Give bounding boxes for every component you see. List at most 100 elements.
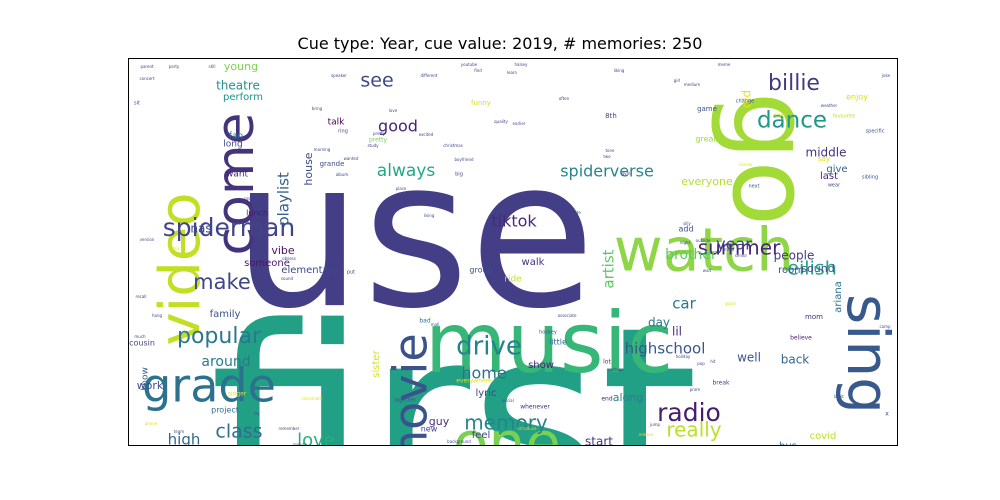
word-love: love — [297, 430, 335, 445]
word-ariana: ariana — [833, 281, 844, 313]
word-name: name — [415, 190, 427, 195]
word-always: always — [377, 161, 436, 181]
word-music: music — [425, 294, 673, 392]
word-great: great — [695, 135, 716, 144]
word-young: young — [224, 60, 258, 73]
word-phone: phone — [145, 421, 158, 426]
word-recall: recall — [136, 294, 147, 299]
word-weather: weather — [821, 103, 838, 108]
word-version: version — [140, 237, 155, 242]
word-last: last — [820, 171, 838, 182]
word-brother: brother — [665, 247, 717, 263]
word-break: break — [713, 380, 731, 387]
word-good: good — [378, 117, 418, 136]
word-8th: 8th — [605, 112, 617, 120]
word-sound: sound — [801, 262, 834, 275]
word-cousin: cousin — [129, 339, 155, 348]
word-highschool: highschool — [625, 340, 706, 358]
word-two: two — [603, 154, 611, 159]
word-walk: walk — [522, 257, 545, 268]
word-team: team — [174, 429, 184, 434]
word-along: along — [613, 391, 643, 404]
word-joke: joke — [881, 73, 891, 78]
word-watch: watch — [614, 216, 794, 286]
word-put: put — [347, 270, 355, 276]
word-prom: prom — [690, 387, 701, 392]
word-wait: wait — [703, 268, 712, 273]
word-everywhere: everywhere — [456, 378, 492, 385]
word-place: place — [396, 186, 407, 191]
word-popular: popular — [177, 324, 262, 349]
word-x: x — [885, 411, 889, 418]
word-catchy: catchy — [254, 230, 268, 235]
word-outside: outside — [696, 238, 711, 243]
word-much: much — [134, 334, 146, 339]
word-work: work — [137, 379, 164, 392]
word-nas: nas — [190, 222, 211, 236]
word-different: different — [421, 73, 438, 78]
word-drive: drive — [456, 332, 522, 362]
word-room: room — [778, 265, 804, 276]
word-vibe: vibe — [271, 244, 295, 257]
word-home: home — [461, 364, 506, 383]
word-day: day — [648, 316, 670, 330]
word-blast: blast — [834, 394, 844, 399]
word-youtube: youtube — [461, 62, 478, 67]
word-gym: gym — [622, 171, 631, 176]
word-probably: probably — [244, 196, 262, 201]
word-hang: hang — [152, 313, 163, 318]
word-ride: ride — [504, 275, 522, 285]
word-girl: girl — [674, 78, 680, 83]
word-favourite: favourite — [833, 114, 856, 120]
word-remix: remix — [168, 246, 180, 251]
word-eilish: eilish — [787, 258, 836, 280]
word-sister: sister — [371, 349, 382, 377]
word-pretty: pretty — [373, 131, 386, 136]
word-group: group — [469, 266, 492, 275]
word-radio: radio — [657, 398, 721, 427]
word-tone: tone — [605, 148, 615, 153]
word-night: night — [680, 240, 691, 245]
word-find: find — [474, 68, 482, 73]
word-mall: mall — [431, 322, 440, 327]
word-start: start — [585, 435, 613, 446]
word-party: party — [169, 64, 180, 69]
word-study: study — [367, 143, 379, 148]
word-well: well — [737, 351, 761, 365]
word-try: try — [254, 411, 260, 416]
word-love: love — [389, 108, 398, 113]
word-good: good — [725, 301, 735, 306]
word-background: background — [447, 439, 471, 444]
word-mom: mom — [805, 313, 823, 321]
word-sing: sing — [834, 294, 897, 414]
word-dance: dance — [757, 108, 827, 134]
word-medium: medium — [684, 82, 701, 87]
word-make: make — [193, 270, 251, 294]
word-know: know — [141, 367, 151, 391]
word-go: go — [708, 92, 833, 227]
word-jump: jump — [649, 422, 661, 427]
word-one: one — [453, 409, 561, 445]
word-come: come — [206, 112, 266, 255]
word-artist: artist — [600, 249, 618, 288]
word-excited: excited — [419, 132, 434, 137]
word-add: add — [678, 225, 693, 234]
word-high: high — [168, 431, 201, 446]
word-project: project — [211, 406, 239, 415]
word-album: album — [336, 172, 349, 177]
word-movie: movie — [384, 333, 438, 445]
word-hockey: hockey — [539, 330, 557, 336]
word-silly: silly — [683, 221, 691, 226]
word-use: use — [233, 116, 596, 354]
word-really: really — [666, 418, 721, 442]
word-end: end — [601, 396, 612, 403]
word-wanted: wanted — [344, 156, 359, 161]
word-social: social — [502, 398, 513, 403]
word-liking: liking — [614, 68, 625, 73]
word-halsey: halsey — [514, 62, 528, 67]
word-associate: associate — [558, 313, 577, 318]
word-day: day — [773, 112, 786, 120]
word-hit: hit — [710, 359, 716, 364]
word-quality: quality — [494, 119, 508, 124]
word-memory: memory — [464, 411, 548, 435]
